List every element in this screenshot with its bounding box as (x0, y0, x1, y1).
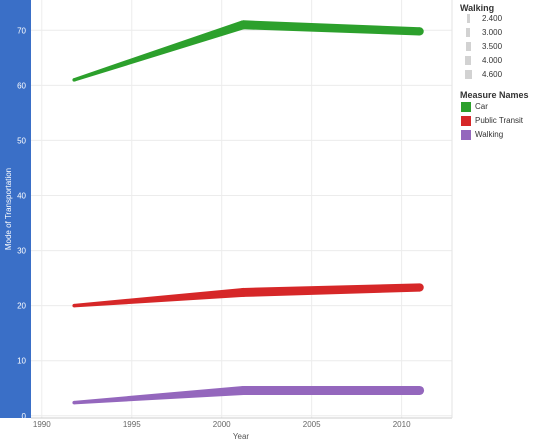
data-point[interactable] (238, 385, 248, 395)
size-legend-title: Walking (460, 3, 495, 13)
size-swatch (467, 14, 470, 24)
y-axis-band (0, 0, 31, 418)
data-point[interactable] (72, 78, 76, 82)
grid-lines (31, 0, 452, 418)
line-segment[interactable] (73, 20, 245, 82)
x-axis-title[interactable]: Year (233, 432, 250, 441)
size-legend-item: 2.400 (467, 14, 503, 24)
size-swatch (465, 70, 472, 80)
color-legend-label: Walking (475, 130, 504, 140)
line-segment[interactable] (74, 385, 244, 405)
line-segment[interactable] (243, 283, 420, 297)
size-swatch (466, 42, 471, 52)
color-swatch (461, 116, 471, 126)
y-tick-label: 50 (17, 136, 26, 145)
data-point[interactable] (415, 27, 424, 36)
size-swatch (465, 56, 471, 66)
series-lines (72, 20, 425, 405)
line-segment[interactable] (74, 287, 244, 308)
series-public-transit (72, 283, 424, 308)
y-tick-labels: 0 10 20 30 40 50 60 70 (17, 26, 26, 421)
data-point[interactable] (415, 283, 424, 292)
y-axis-title: Mode of Transportation (4, 168, 13, 250)
color-legend-label: Public Transit (475, 116, 524, 126)
color-legend-item-public-transit[interactable]: Public Transit (461, 116, 523, 126)
y-tick-label: 70 (17, 26, 26, 35)
y-tick-label: 10 (17, 357, 26, 366)
series-walking (72, 385, 425, 405)
data-point[interactable] (238, 20, 248, 30)
data-point[interactable] (415, 385, 425, 395)
data-point[interactable] (72, 303, 76, 308)
size-legend-label: 3.000 (482, 28, 503, 37)
color-legend-item-car[interactable]: Car (461, 102, 488, 112)
y-tick-label: 20 (17, 302, 26, 311)
line-segment[interactable] (243, 385, 420, 395)
size-legend-item: 3.500 (466, 42, 503, 52)
color-legend-label: Car (475, 102, 488, 112)
y-tick-label: 30 (17, 247, 26, 256)
color-swatch (461, 102, 471, 112)
y-tick-label: 0 (22, 412, 27, 421)
data-point[interactable] (238, 287, 248, 297)
line-segment[interactable] (243, 20, 420, 36)
x-tick-label: 2000 (213, 420, 231, 429)
color-legend-title: Measure Names (460, 90, 529, 100)
size-legend-item: 4.000 (465, 56, 503, 66)
size-legend-label: 4.000 (482, 56, 503, 65)
size-legend-label: 3.500 (482, 42, 503, 51)
y-tick-label: 40 (17, 192, 26, 201)
x-tick-labels: 1990 1995 2000 2005 2010 (33, 420, 411, 429)
size-legend-item: 3.000 (466, 28, 503, 38)
data-point[interactable] (72, 400, 76, 405)
size-legend-label: 2.400 (482, 14, 503, 23)
x-tick-label: 1995 (123, 420, 141, 429)
x-tick-label: 2010 (393, 420, 411, 429)
y-tick-label: 60 (17, 81, 26, 90)
size-legend-label: 4.600 (482, 70, 503, 79)
color-legend-item-walking[interactable]: Walking (461, 130, 503, 140)
x-tick-label: 1990 (33, 420, 51, 429)
series-car (72, 20, 424, 82)
x-tick-label: 2005 (303, 420, 321, 429)
size-swatch (466, 28, 470, 38)
color-swatch (461, 130, 471, 140)
size-legend-item: 4.600 (465, 70, 503, 80)
